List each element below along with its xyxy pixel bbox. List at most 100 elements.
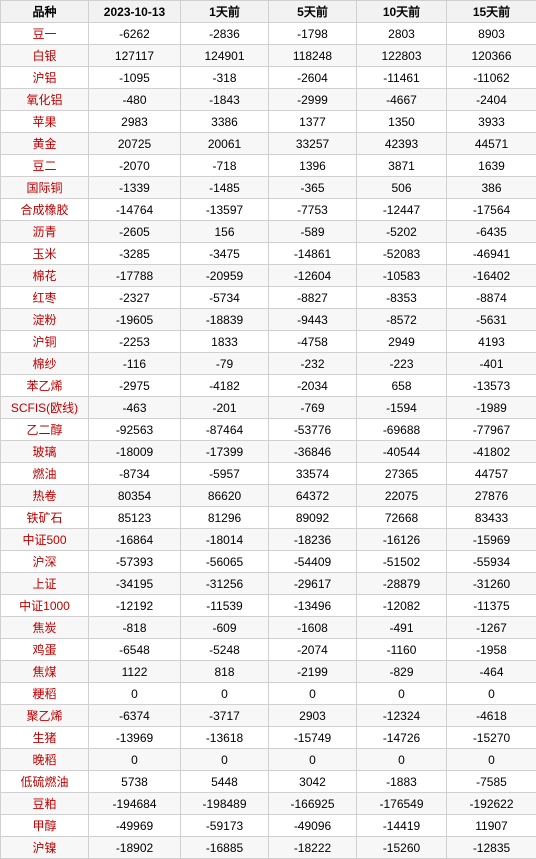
row-name: 乙二醇: [1, 419, 89, 441]
cell-value: -5202: [357, 221, 447, 243]
cell-value: 1122: [89, 661, 181, 683]
cell-value: 127117: [89, 45, 181, 67]
table-row: 粳稻00000: [1, 683, 536, 705]
cell-value: -232: [269, 353, 357, 375]
cell-value: 33574: [269, 463, 357, 485]
table-row: 乙二醇-92563-87464-53776-69688-77967: [1, 419, 536, 441]
cell-value: -51502: [357, 551, 447, 573]
row-name: 国际铜: [1, 177, 89, 199]
cell-value: -77967: [447, 419, 536, 441]
table-row: 燃油-8734-5957335742736544757: [1, 463, 536, 485]
cell-value: -49096: [269, 815, 357, 837]
cell-value: -1958: [447, 639, 536, 661]
cell-value: -6435: [447, 221, 536, 243]
cell-value: -15270: [447, 727, 536, 749]
cell-value: -10583: [357, 265, 447, 287]
row-name: 合成橡胶: [1, 199, 89, 221]
row-name: SCFIS(欧线): [1, 397, 89, 419]
cell-value: 1833: [181, 331, 269, 353]
cell-value: -57393: [89, 551, 181, 573]
cell-value: 0: [447, 683, 536, 705]
cell-value: 3386: [181, 111, 269, 133]
cell-value: -480: [89, 89, 181, 111]
cell-value: 44757: [447, 463, 536, 485]
cell-value: -17564: [447, 199, 536, 221]
cell-value: -17399: [181, 441, 269, 463]
cell-value: -718: [181, 155, 269, 177]
cell-value: -18236: [269, 529, 357, 551]
cell-value: -1798: [269, 23, 357, 45]
row-name: 豆粕: [1, 793, 89, 815]
table-row: 热卷8035486620643722207527876: [1, 485, 536, 507]
cell-value: 33257: [269, 133, 357, 155]
cell-value: -2253: [89, 331, 181, 353]
cell-value: -13573: [447, 375, 536, 397]
cell-value: -1267: [447, 617, 536, 639]
cell-value: -92563: [89, 419, 181, 441]
cell-value: -2199: [269, 661, 357, 683]
cell-value: 0: [89, 683, 181, 705]
table-row: 甲醇-49969-59173-49096-1441911907: [1, 815, 536, 837]
cell-value: -18902: [89, 837, 181, 859]
cell-value: 156: [181, 221, 269, 243]
cell-value: 2903: [269, 705, 357, 727]
cell-value: -36846: [269, 441, 357, 463]
table-row: 沪铜-22531833-475829494193: [1, 331, 536, 353]
cell-value: 2803: [357, 23, 447, 45]
cell-value: -46941: [447, 243, 536, 265]
row-name: 低硫燃油: [1, 771, 89, 793]
cell-value: -116: [89, 353, 181, 375]
row-name: 棉纱: [1, 353, 89, 375]
cell-value: -1160: [357, 639, 447, 661]
cell-value: -13969: [89, 727, 181, 749]
cell-value: 3871: [357, 155, 447, 177]
cell-value: -17788: [89, 265, 181, 287]
row-name: 燃油: [1, 463, 89, 485]
cell-value: -52083: [357, 243, 447, 265]
cell-value: -769: [269, 397, 357, 419]
cell-value: -11375: [447, 595, 536, 617]
row-name: 玻璃: [1, 441, 89, 463]
cell-value: -12082: [357, 595, 447, 617]
cell-value: -12192: [89, 595, 181, 617]
cell-value: -2404: [447, 89, 536, 111]
cell-value: -16864: [89, 529, 181, 551]
table-row: 淀粉-19605-18839-9443-8572-5631: [1, 309, 536, 331]
row-name: 鸡蛋: [1, 639, 89, 661]
cell-value: -13496: [269, 595, 357, 617]
cell-value: -2999: [269, 89, 357, 111]
cell-value: -2074: [269, 639, 357, 661]
cell-value: -15260: [357, 837, 447, 859]
row-name: 玉米: [1, 243, 89, 265]
row-name: 热卷: [1, 485, 89, 507]
cell-value: 0: [357, 683, 447, 705]
cell-value: -194684: [89, 793, 181, 815]
row-name: 豆一: [1, 23, 89, 45]
table-row: 玉米-3285-3475-14861-52083-46941: [1, 243, 536, 265]
row-name: 苹果: [1, 111, 89, 133]
row-name: 沪铜: [1, 331, 89, 353]
cell-value: -41802: [447, 441, 536, 463]
cell-value: -69688: [357, 419, 447, 441]
row-name: 上证: [1, 573, 89, 595]
cell-value: 44571: [447, 133, 536, 155]
cell-value: 1350: [357, 111, 447, 133]
row-name: 白银: [1, 45, 89, 67]
cell-value: -8734: [89, 463, 181, 485]
table-row: 低硫燃油573854483042-1883-7585: [1, 771, 536, 793]
cell-value: 0: [447, 749, 536, 771]
cell-value: -5734: [181, 287, 269, 309]
cell-value: -56065: [181, 551, 269, 573]
cell-value: 11907: [447, 815, 536, 837]
cell-value: -201: [181, 397, 269, 419]
cell-value: -5631: [447, 309, 536, 331]
table-row: SCFIS(欧线)-463-201-769-1594-1989: [1, 397, 536, 419]
cell-value: -1843: [181, 89, 269, 111]
cell-value: -6548: [89, 639, 181, 661]
cell-value: -28879: [357, 573, 447, 595]
cell-value: 0: [357, 749, 447, 771]
cell-value: -11062: [447, 67, 536, 89]
cell-value: -4182: [181, 375, 269, 397]
cell-value: -40544: [357, 441, 447, 463]
cell-value: -1608: [269, 617, 357, 639]
